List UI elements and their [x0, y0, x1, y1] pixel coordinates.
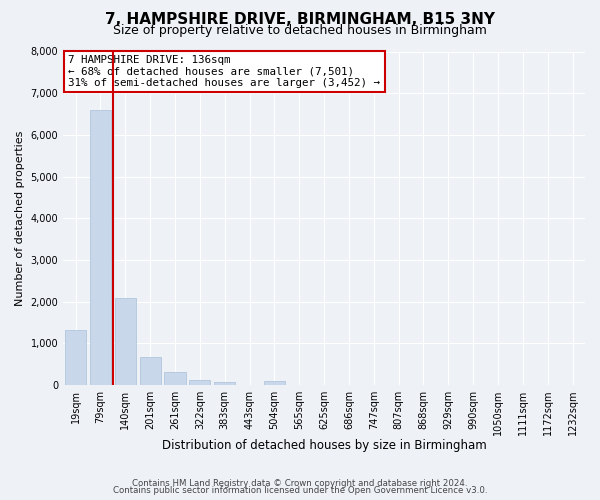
Bar — [115, 298, 136, 385]
Text: Contains HM Land Registry data © Crown copyright and database right 2024.: Contains HM Land Registry data © Crown c… — [132, 478, 468, 488]
Text: 7, HAMPSHIRE DRIVE, BIRMINGHAM, B15 3NY: 7, HAMPSHIRE DRIVE, BIRMINGHAM, B15 3NY — [105, 12, 495, 28]
X-axis label: Distribution of detached houses by size in Birmingham: Distribution of detached houses by size … — [162, 440, 487, 452]
Bar — [140, 358, 161, 385]
Bar — [164, 372, 185, 385]
Bar — [65, 330, 86, 385]
Text: Contains public sector information licensed under the Open Government Licence v3: Contains public sector information licen… — [113, 486, 487, 495]
Text: Size of property relative to detached houses in Birmingham: Size of property relative to detached ho… — [113, 24, 487, 37]
Bar — [264, 381, 285, 385]
Bar — [90, 110, 111, 385]
Bar — [214, 382, 235, 385]
Bar — [189, 380, 211, 385]
Text: 7 HAMPSHIRE DRIVE: 136sqm
← 68% of detached houses are smaller (7,501)
31% of se: 7 HAMPSHIRE DRIVE: 136sqm ← 68% of detac… — [68, 55, 380, 88]
Y-axis label: Number of detached properties: Number of detached properties — [15, 130, 25, 306]
